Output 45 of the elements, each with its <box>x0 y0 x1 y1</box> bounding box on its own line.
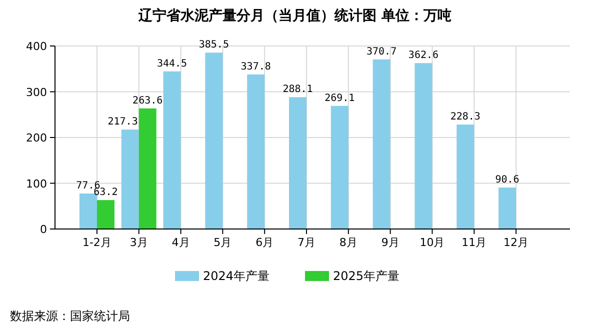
x-tick-label: 8月 <box>339 236 358 249</box>
y-tick-label: 300 <box>26 86 47 99</box>
bar <box>205 52 223 229</box>
x-tick-label: 1-2月 <box>82 236 112 249</box>
bar <box>372 59 390 229</box>
x-tick-label: 12月 <box>504 236 529 249</box>
data-label: 63.2 <box>94 187 118 198</box>
x-tick-label: 9月 <box>381 236 400 249</box>
chart-title: 辽宁省水泥产量分月（当月值）统计图 单位：万吨 <box>138 7 452 24</box>
data-label: 362.6 <box>408 50 439 62</box>
x-tick-label: 5月 <box>214 236 232 249</box>
legend-label: 2025年产量 <box>333 269 400 283</box>
data-label: 90.6 <box>495 174 520 186</box>
x-tick-label: 11月 <box>462 236 487 249</box>
y-tick-label: 0 <box>40 223 47 236</box>
data-label: 228.3 <box>450 112 480 123</box>
bar <box>498 188 516 229</box>
data-label: 344.5 <box>156 58 188 70</box>
y-tick-label: 200 <box>26 132 47 144</box>
bar <box>121 130 139 229</box>
bar <box>414 63 432 229</box>
legend-label: 2024年产量 <box>203 269 270 283</box>
bar <box>163 71 181 229</box>
data-label: 288.1 <box>282 84 313 96</box>
data-label: 217.3 <box>108 116 138 128</box>
source-note: 数据来源：国家统计局 <box>10 309 130 323</box>
data-label: 370.7 <box>366 46 397 58</box>
bar <box>289 97 306 229</box>
data-label: 337.8 <box>240 61 271 72</box>
x-tick-label: 4月 <box>172 236 190 249</box>
data-label: 385.5 <box>198 40 229 51</box>
bar <box>247 74 265 229</box>
x-tick-label: 7月 <box>298 236 316 249</box>
y-tick-label: 400 <box>26 40 47 53</box>
bar <box>456 124 474 229</box>
data-label: 263.6 <box>132 95 163 106</box>
data-label: 269.1 <box>324 92 355 104</box>
x-tick-label: 10月 <box>420 236 445 249</box>
bar <box>79 194 97 229</box>
y-tick-label: 100 <box>26 177 47 190</box>
x-tick-label: 3月 <box>130 236 148 249</box>
bar <box>330 106 348 229</box>
bar <box>96 200 114 229</box>
x-tick-label: 6月 <box>256 236 274 249</box>
bar <box>138 108 156 229</box>
